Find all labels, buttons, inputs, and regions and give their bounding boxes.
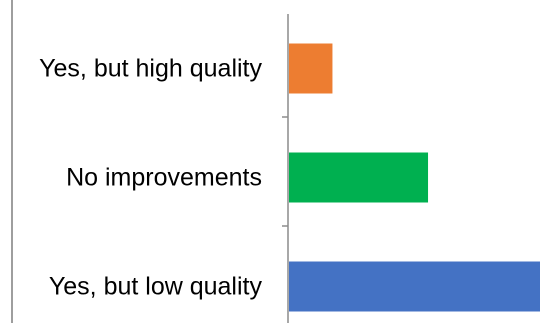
category-label: No improvements	[66, 164, 262, 192]
bar	[289, 261, 540, 312]
bar	[289, 43, 333, 94]
category-label: Yes, but high quality	[39, 55, 262, 83]
bar	[289, 152, 429, 203]
category-label: Yes, but low quality	[49, 273, 263, 301]
